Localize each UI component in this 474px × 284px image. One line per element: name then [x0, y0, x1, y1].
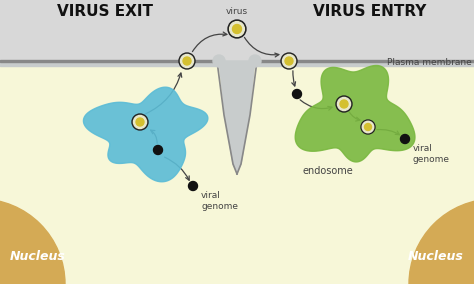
Text: viral
genome: viral genome	[413, 144, 450, 164]
Circle shape	[183, 57, 191, 65]
Text: Nucleus: Nucleus	[408, 250, 464, 262]
Polygon shape	[83, 87, 208, 182]
Circle shape	[362, 121, 374, 133]
Circle shape	[229, 22, 245, 36]
Circle shape	[228, 20, 246, 38]
Polygon shape	[295, 66, 415, 162]
Circle shape	[136, 118, 144, 126]
Circle shape	[336, 96, 352, 112]
Circle shape	[283, 55, 296, 68]
Circle shape	[340, 100, 348, 108]
Polygon shape	[219, 61, 255, 172]
Text: VIRUS EXIT: VIRUS EXIT	[57, 4, 153, 19]
Circle shape	[249, 55, 261, 67]
Circle shape	[285, 57, 293, 65]
Circle shape	[154, 145, 163, 154]
Circle shape	[0, 199, 65, 284]
Bar	[0, 66, 474, 284]
Circle shape	[401, 135, 410, 143]
Bar	[255, 60, 474, 62]
Text: Nucleus: Nucleus	[10, 250, 66, 262]
Text: viral
genome: viral genome	[201, 191, 238, 211]
Text: Plasma membrane: Plasma membrane	[387, 57, 472, 66]
Circle shape	[233, 24, 241, 34]
Bar	[255, 61, 474, 66]
Bar	[0, 61, 219, 66]
Circle shape	[292, 89, 301, 99]
Circle shape	[365, 124, 372, 131]
Circle shape	[132, 114, 148, 130]
Circle shape	[181, 55, 193, 68]
Circle shape	[134, 115, 146, 129]
Circle shape	[337, 97, 351, 110]
Circle shape	[189, 181, 198, 191]
Circle shape	[213, 55, 225, 67]
Circle shape	[281, 53, 297, 69]
Bar	[0, 60, 219, 62]
Circle shape	[179, 53, 195, 69]
Text: virus: virus	[226, 7, 248, 16]
Circle shape	[361, 120, 375, 134]
Text: endosome: endosome	[302, 166, 354, 176]
Text: VIRUS ENTRY: VIRUS ENTRY	[313, 4, 427, 19]
Circle shape	[409, 199, 474, 284]
